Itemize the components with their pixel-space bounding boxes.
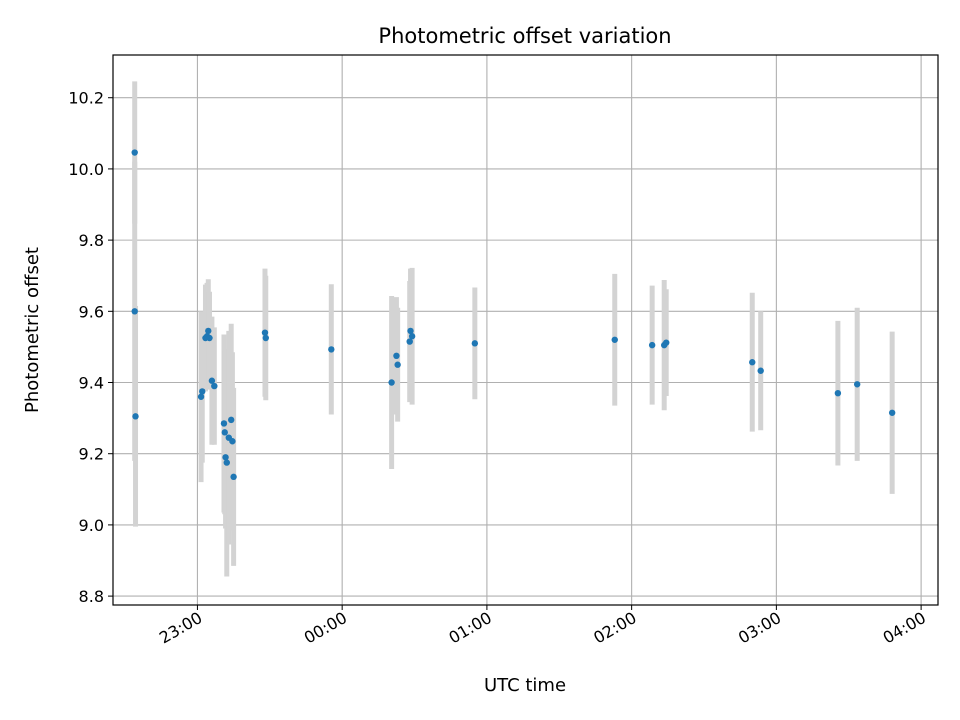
chart-title: Photometric offset variation (378, 24, 671, 48)
data-point (211, 382, 218, 390)
data-point (406, 338, 413, 345)
data-point (221, 429, 228, 436)
data-point (132, 413, 139, 420)
data-point (220, 420, 228, 427)
data-point (222, 454, 229, 461)
data-point (199, 388, 206, 395)
data-point (229, 438, 236, 445)
data-point (228, 416, 235, 424)
data-point (261, 329, 269, 336)
y-tick-label: 9.0 (79, 516, 104, 535)
data-point (394, 361, 401, 368)
x-axis-label: UTC time (484, 675, 566, 696)
data-point (749, 359, 756, 366)
y-tick-label: 9.2 (79, 445, 104, 464)
data-point (757, 367, 764, 374)
data-point (206, 334, 213, 342)
data-point (611, 336, 618, 343)
data-point (197, 393, 205, 400)
y-tick-label: 9.6 (79, 302, 104, 321)
data-point (262, 334, 269, 342)
y-tick-label: 10.2 (68, 89, 104, 108)
y-tick-label: 10.0 (68, 160, 104, 179)
data-point (208, 377, 216, 384)
data-point (648, 341, 656, 349)
data-point (853, 381, 861, 388)
y-axis-label: Photometric offset (22, 247, 43, 413)
y-axis-ticks: 8.8 9.0 9.2 9.4 9.6 9.8 10.0 10.2 (68, 89, 113, 606)
data-point (834, 389, 842, 397)
data-point (388, 379, 395, 386)
data-points (131, 149, 896, 481)
data-point (471, 340, 479, 347)
grid (113, 55, 938, 605)
data-point (393, 352, 400, 360)
plot-frame (112, 54, 939, 606)
data-point (888, 409, 896, 416)
data-point (663, 339, 670, 346)
data-point (408, 333, 416, 340)
data-point (223, 459, 230, 466)
data-point (131, 149, 138, 156)
y-tick-label: 9.8 (79, 231, 104, 250)
y-tick-label: 9.4 (79, 374, 104, 393)
y-tick-label: 8.8 (79, 587, 104, 606)
data-point (407, 327, 414, 335)
data-point (131, 308, 138, 315)
data-point (205, 327, 212, 335)
data-point (230, 473, 237, 481)
data-point (328, 346, 335, 353)
